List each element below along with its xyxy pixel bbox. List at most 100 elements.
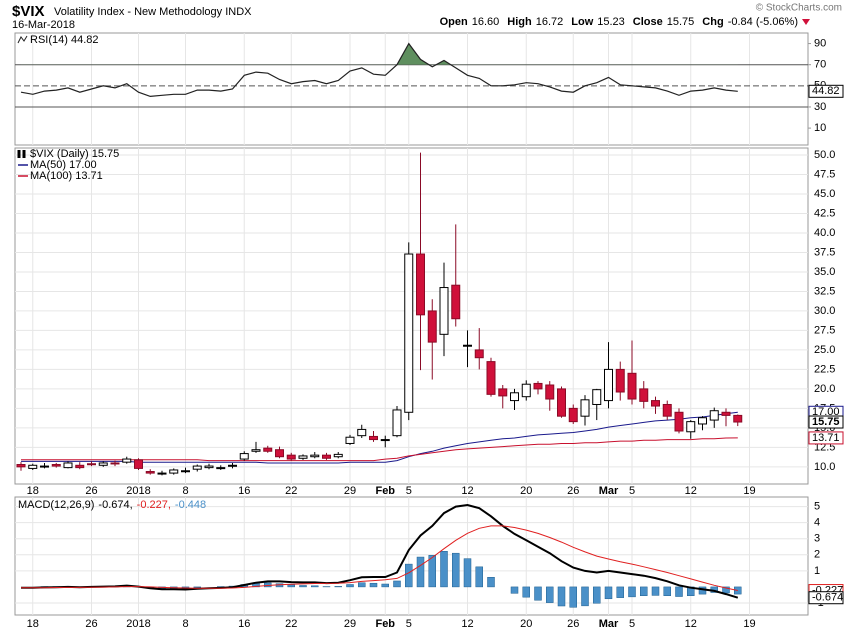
symbol: $VIX [12,3,45,20]
candle-body [592,389,602,405]
candle-body [251,449,261,452]
candle-body [357,428,367,437]
candle-body [733,414,743,423]
candle-body [75,464,85,469]
candle-body [463,344,472,347]
y-tick-label: 40.0 [814,227,835,239]
legend-icon [17,150,26,158]
histogram-bar [346,584,354,588]
x-tick-label: 22 [285,485,297,497]
x-tick-label: 20 [520,485,532,497]
legend-title: MACD(12,26,9) [18,499,94,511]
x-tick-label: Feb [375,618,395,630]
histogram-bar [193,586,201,588]
quote-label: Chg [702,16,723,28]
last-value-label: 17.00 [812,406,840,418]
histogram-bar [616,586,624,598]
candle-body [627,372,637,400]
candle-body [709,410,719,421]
candle-body [404,253,414,413]
legend-label: -0.227, [137,499,171,511]
x-tick-label: 26 [567,618,579,630]
candle-body [427,310,437,343]
y-tick-label: 47.5 [814,168,835,180]
legend-label: -0.448 [175,499,206,511]
histogram-bar [628,586,636,598]
candle-body [662,403,672,417]
x-tick-label: 5 [406,618,412,630]
y-tick-label: 4 [814,517,820,529]
candle-body [721,411,731,416]
histogram-bar [299,585,307,588]
x-tick-label: 12 [685,618,697,630]
histogram-bar [593,586,601,604]
histogram-bar [369,582,378,588]
histogram-bar [487,577,495,588]
legend-label: RSI(14) 44.82 [30,34,98,46]
x-tick-label: 5 [629,618,635,630]
x-tick-label: 2018 [126,485,150,497]
x-tick-label: 16 [238,485,250,497]
legend-label: -0.674, [98,499,132,511]
histogram-bar [522,586,530,598]
candle-body [40,465,49,468]
candle-body [439,287,449,335]
candle-body [286,454,296,460]
candle-body [98,462,108,466]
y-tick-label: 35.0 [814,266,835,278]
legend-label: MA(100) 13.71 [30,170,103,182]
histogram-bar [393,580,401,588]
quote-label: Open [440,16,468,28]
last-value-label: 13.71 [812,432,840,444]
candle-body [345,436,355,444]
legend-label: MA(50) 17.00 [30,159,97,171]
quote-value: -0.84 (-5.06%) [728,16,798,28]
histogram-bar [463,558,472,588]
last-value-box [808,591,844,605]
candle-body [474,349,484,359]
histogram-bar [452,552,460,588]
candle-body [110,462,120,465]
quote-value: 16.60 [472,16,500,28]
x-tick-label: 5 [406,485,412,497]
y-tick-label: 70 [814,59,826,71]
x-tick-label: Feb [375,485,395,497]
histogram-bar [534,586,542,601]
y-tick-label: 10.0 [814,461,835,473]
y-tick-label: 30 [814,101,826,113]
last-value-label: 44.82 [812,85,840,97]
histogram-bar [428,555,436,588]
x-tick-label: 12 [461,618,473,630]
histogram-bar [510,586,519,594]
histogram-bar [651,586,660,596]
candle-body [369,435,378,441]
candle-body [51,464,61,467]
candle-body [333,453,343,458]
x-tick-label: 19 [743,485,755,497]
x-tick-label: 2018 [126,618,150,630]
histogram-bar [581,586,589,607]
x-tick-label: 26 [85,618,97,630]
histogram-bar [604,586,613,600]
histogram-bar [675,586,683,597]
y-tick-label: 1 [814,565,820,577]
y-tick-label: 45.0 [814,188,835,200]
legend-icon [17,35,28,44]
candle-body [134,459,143,469]
histogram-bar [640,586,648,596]
candle-body [545,384,555,400]
x-tick-label: Mar [599,618,619,630]
candle-body [298,455,308,459]
candle-body [169,469,179,474]
candle-body [698,417,707,425]
histogram-bar [416,556,425,588]
candle-body [181,470,190,473]
x-tick-label: 20 [520,618,532,630]
candle-body [63,462,73,469]
candle-body [416,253,425,316]
last-value-box [808,431,844,445]
histogram-bar [405,563,413,588]
x-tick-label: 8 [182,618,188,630]
histogram-bar [440,551,448,588]
